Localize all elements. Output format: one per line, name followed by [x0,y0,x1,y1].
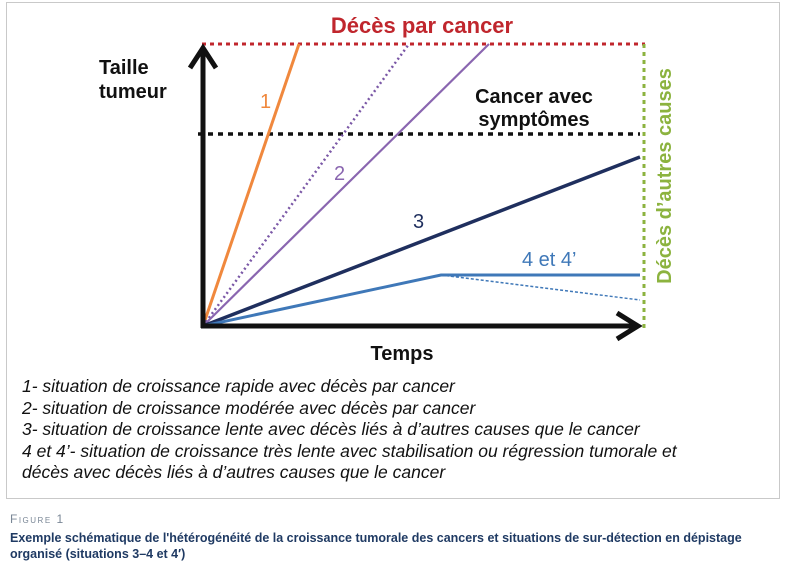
figure-frame [6,2,780,499]
legend-item-2: 2- situation de croissance modérée avec … [22,397,476,418]
symptoms-label-line2: symptômes [478,109,589,131]
curve-3-line [202,155,641,328]
x-axis-arrow-icon [615,310,643,342]
legend-item-4: 4 et 4’- situation de croissance très le… [22,440,677,461]
curve-1-label: 1 [260,91,271,113]
y-axis-label-line2: tumeur [99,81,167,103]
symptoms-label-line1: Cancer avec [475,86,593,108]
figure-caption: Exemple schématique de l'hétérogénéité d… [10,531,742,561]
curve-2-dotted-line [201,43,411,327]
curve-3-label: 3 [413,211,424,233]
curve-2-label: 2 [334,163,345,185]
curve-4prime-line [440,274,641,301]
legend-item-3: 3- situation de croissance lente avec dé… [22,419,640,439]
figure-label: Figure 1 [10,512,65,526]
curve-1-line [201,43,301,327]
y-axis-label-line1: Taille [99,57,149,79]
x-axis-label: Temps [371,343,434,365]
legend-item-4-continued: décès avec décès liés à d’autres causes … [22,462,446,482]
legend-item-1: 1- situation de croissance rapide avec d… [22,376,455,396]
curve-2-line [202,43,490,327]
growth-diagram: Décès par cancer Taille tumeur Cancer av… [99,13,676,365]
y-axis-arrow-icon [187,43,219,70]
cancer-death-label: Décès par cancer [331,13,514,38]
curve-4-label: 4 et 4’ [522,249,576,271]
legend-list: 1- situation de croissance rapide avec d… [22,376,772,484]
other-causes-death-label: Décès d’autres causes [654,68,676,284]
